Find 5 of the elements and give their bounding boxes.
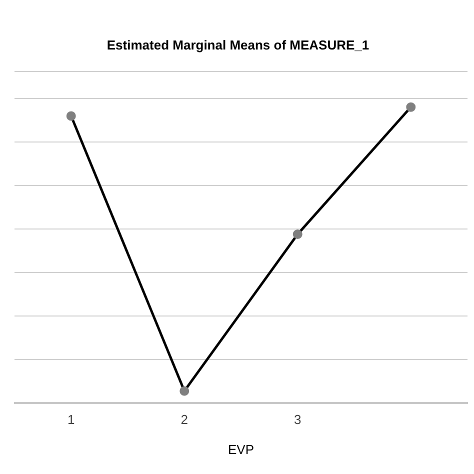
- chart-title: Estimated Marginal Means of MEASURE_1: [106, 37, 370, 52]
- x-tick-label: 2: [180, 412, 188, 428]
- x-tick-label: 3: [294, 412, 302, 428]
- x-tick-label: 1: [68, 412, 75, 428]
- x-axis-title: EVP: [228, 442, 254, 457]
